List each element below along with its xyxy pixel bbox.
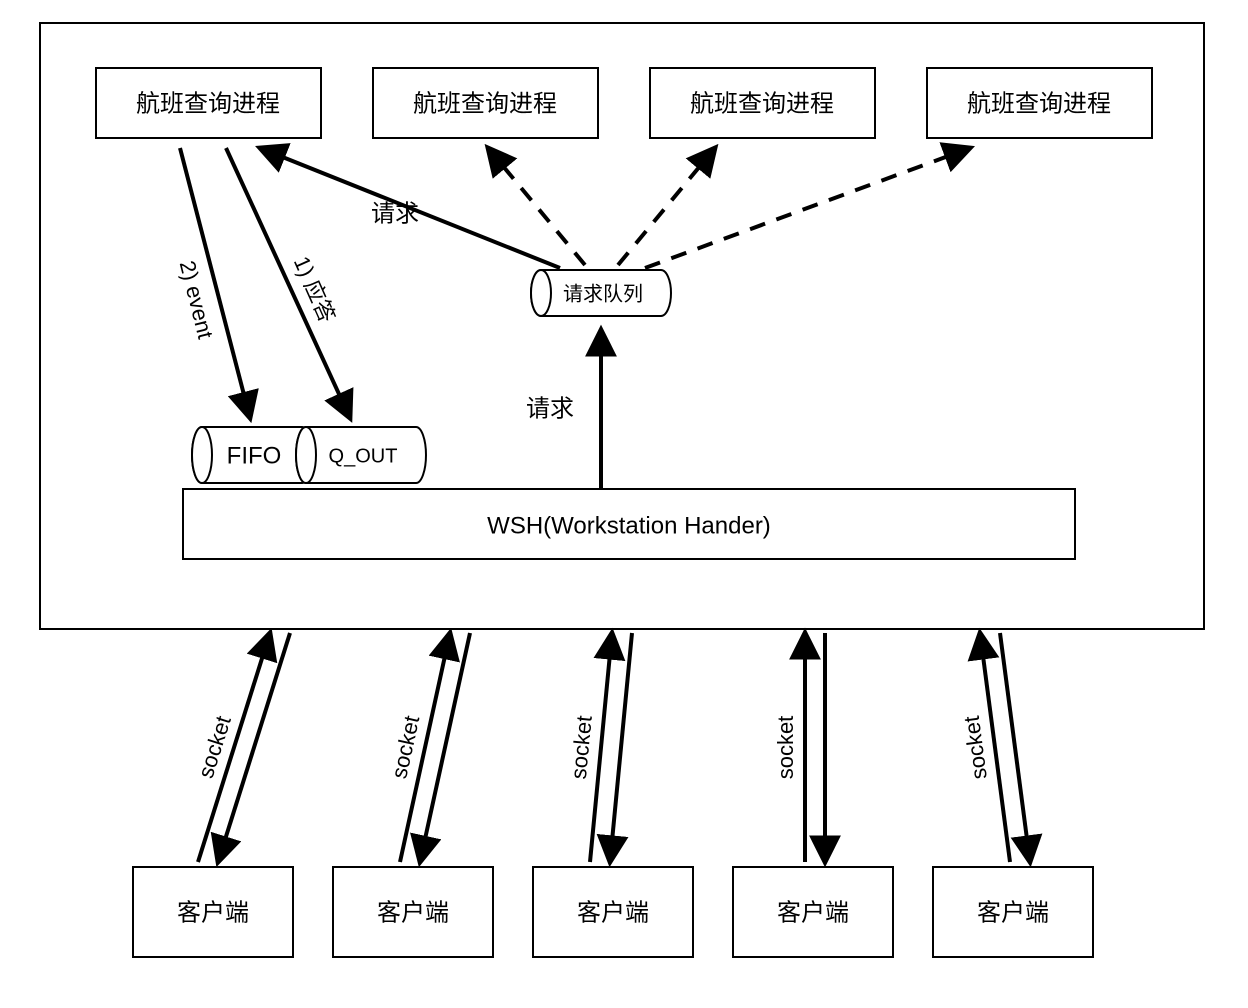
request-queue-cylinder: 请求队列 — [531, 270, 671, 316]
svg-text:客户端: 客户端 — [577, 899, 649, 926]
request-label-top: 请求 — [371, 200, 419, 227]
svg-text:客户端: 客户端 — [977, 899, 1049, 926]
svg-text:客户端: 客户端 — [377, 899, 449, 926]
svg-text:socket: socket — [773, 716, 798, 780]
process-box-1: 航班查询进程 — [96, 68, 321, 138]
svg-text:客户端: 客户端 — [177, 899, 249, 926]
resp-arrow-label: 1) 应答 — [289, 252, 340, 326]
svg-text:FIFO: FIFO — [227, 442, 282, 469]
process-label: 航班查询进程 — [413, 90, 557, 117]
wsh-label: WSH(Workstation Hander) — [487, 512, 771, 539]
socket-arrows: socketsocketsocketsocketsocket — [193, 633, 1030, 862]
svg-text:客户端: 客户端 — [777, 899, 849, 926]
process-box-4: 航班查询进程 — [927, 68, 1152, 138]
svg-text:socket: socket — [566, 714, 597, 780]
process-boxes: 航班查询进程 航班查询进程 航班查询进程 航班查询进程 — [96, 68, 1152, 138]
qout-cylinder: Q_OUT — [296, 427, 426, 483]
svg-text:socket: socket — [959, 715, 992, 781]
queue-to-process-arrows — [260, 148, 970, 268]
wsh-box: WSH(Workstation Hander) — [183, 489, 1075, 559]
proc-to-qout-arrow — [226, 148, 350, 418]
fifo-cylinder: FIFO — [192, 427, 312, 483]
request-label-mid: 请求 — [526, 395, 574, 422]
svg-text:Q_OUT: Q_OUT — [329, 445, 398, 467]
process-label: 航班查询进程 — [967, 90, 1111, 117]
svg-text:请求队列: 请求队列 — [563, 282, 643, 305]
svg-text:socket: socket — [193, 713, 236, 781]
client-boxes: 客户端 客户端 客户端 客户端 客户端 — [133, 867, 1093, 957]
process-box-3: 航班查询进程 — [650, 68, 875, 138]
process-label: 航班查询进程 — [690, 90, 834, 117]
diagram-canvas: 航班查询进程 航班查询进程 航班查询进程 航班查询进程 请求 请求队列 请求 1… — [0, 0, 1248, 1008]
process-box-2: 航班查询进程 — [373, 68, 598, 138]
process-label: 航班查询进程 — [136, 90, 280, 117]
